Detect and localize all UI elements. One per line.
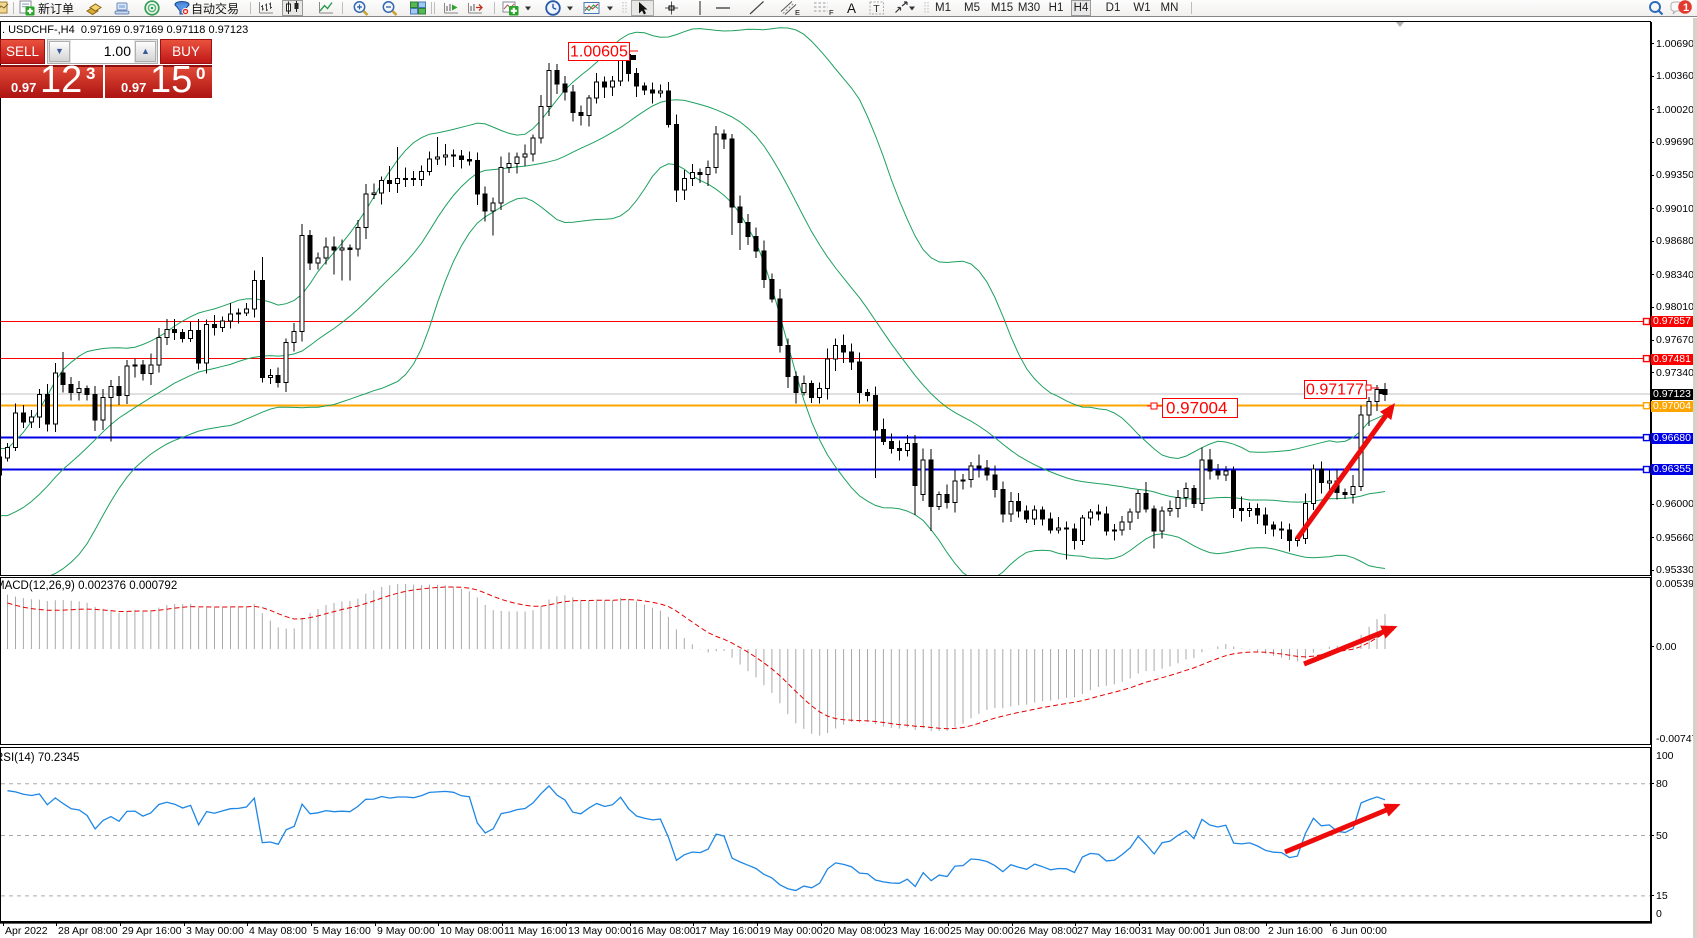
svg-text:T: T xyxy=(873,3,880,15)
svg-text:E: E xyxy=(795,8,800,16)
svg-text:0.97177: 0.97177 xyxy=(1306,382,1364,399)
svg-text:1.00605: 1.00605 xyxy=(570,44,628,61)
svg-text:0.97004: 0.97004 xyxy=(1166,399,1227,418)
svg-text:1: 1 xyxy=(1683,2,1689,14)
svg-text:F: F xyxy=(829,8,834,16)
